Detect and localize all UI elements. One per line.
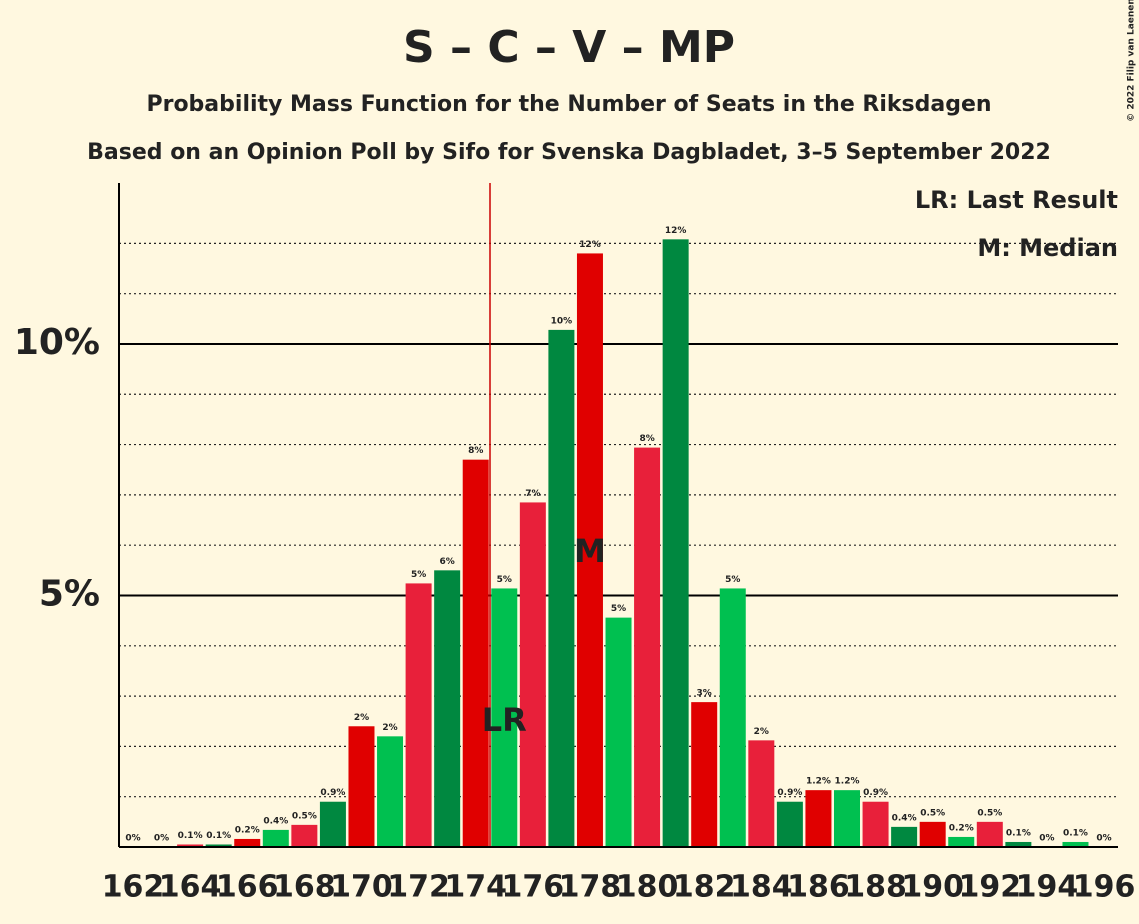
bar — [177, 844, 204, 847]
x-tick-label: 186 — [787, 870, 850, 905]
bar — [605, 617, 632, 847]
x-tick-label: 176 — [502, 870, 565, 905]
bar — [748, 740, 775, 847]
bar — [834, 790, 860, 847]
value-label: 0.9% — [777, 788, 802, 798]
x-tick-label: 180 — [616, 870, 679, 905]
bar — [919, 821, 946, 847]
value-label: 0.5% — [292, 811, 317, 821]
value-label: 1.2% — [806, 777, 831, 787]
x-tick-label: 170 — [330, 870, 393, 905]
x-tick-label: 184 — [730, 870, 793, 905]
bar — [948, 836, 975, 847]
value-label: 8% — [468, 446, 483, 456]
value-label: 0.2% — [235, 825, 260, 835]
subtitle: Probability Mass Function for the Number… — [146, 92, 991, 117]
value-label: 5% — [611, 604, 626, 614]
x-tick-label: 190 — [901, 870, 964, 905]
x-tick-label: 196 — [1073, 870, 1136, 905]
value-label: 0.4% — [892, 813, 917, 823]
bar — [234, 838, 261, 847]
value-label: 1.2% — [835, 777, 860, 787]
bar — [691, 702, 718, 847]
value-label: 8% — [639, 434, 654, 444]
value-label: 12% — [665, 226, 687, 236]
x-tick-label: 162 — [102, 870, 165, 905]
value-label: 10% — [551, 316, 573, 326]
subtitle: Based on an Opinion Poll by Sifo for Sve… — [87, 140, 1051, 165]
chart-title: S – C – V – MP — [403, 22, 735, 73]
bar — [576, 253, 603, 847]
bar — [776, 801, 803, 847]
bar — [434, 570, 461, 847]
copyright: © 2022 Filip van Laenen — [1127, 0, 1137, 122]
bar — [976, 821, 1003, 847]
value-label: 2% — [382, 723, 397, 733]
value-label: 0.5% — [920, 808, 945, 818]
value-label: 0% — [1096, 834, 1111, 844]
value-label: 0% — [1039, 834, 1054, 844]
value-label: 0.1% — [1063, 828, 1088, 838]
x-tick-label: 192 — [958, 870, 1021, 905]
bar — [1005, 841, 1032, 847]
x-tick-label: 164 — [159, 870, 222, 905]
value-label: 0.2% — [949, 823, 974, 833]
bar — [262, 829, 289, 847]
bar — [205, 844, 232, 847]
bar — [891, 826, 918, 847]
bar — [462, 459, 489, 847]
value-label: 0% — [154, 834, 169, 844]
x-tick-label: 178 — [559, 870, 622, 905]
value-label: 0% — [125, 834, 140, 844]
bar — [377, 736, 404, 847]
value-label: 2% — [754, 727, 769, 737]
x-tick-label: 166 — [216, 870, 279, 905]
bar — [291, 824, 318, 847]
value-label: 0.1% — [178, 831, 203, 841]
x-tick-label: 188 — [844, 870, 907, 905]
value-label: 6% — [440, 557, 455, 567]
value-label: 5% — [497, 575, 512, 585]
y-tick-label: 5% — [39, 573, 100, 614]
x-tick-label: 174 — [444, 870, 507, 905]
bar — [1062, 841, 1089, 847]
value-label: 2% — [354, 713, 369, 723]
bar — [548, 329, 575, 847]
bar — [634, 447, 661, 847]
value-label: 5% — [725, 575, 740, 585]
x-tick-label: 194 — [1016, 870, 1079, 905]
legend-entry: M: Median — [977, 234, 1118, 262]
bar — [348, 726, 375, 847]
bar — [662, 239, 689, 847]
value-label: 0.5% — [977, 808, 1002, 818]
value-label: 0.4% — [263, 816, 288, 826]
bar — [805, 790, 832, 847]
value-label: 3% — [697, 689, 712, 699]
bar — [519, 502, 546, 847]
y-tick-label: 10% — [14, 322, 100, 363]
x-tick-label: 182 — [673, 870, 736, 905]
value-label: 7% — [525, 489, 540, 499]
bar — [405, 583, 432, 847]
value-label: 0.9% — [863, 788, 888, 798]
value-label: 5% — [411, 570, 426, 580]
value-label: 0.1% — [1006, 828, 1031, 838]
value-label: 12% — [579, 240, 601, 250]
last-result-marker: LR — [482, 701, 527, 739]
bar — [319, 801, 346, 847]
value-label: 0.9% — [320, 788, 345, 798]
bar — [491, 588, 518, 847]
value-label: 0.1% — [206, 831, 231, 841]
x-tick-label: 172 — [387, 870, 450, 905]
bar — [862, 801, 889, 847]
x-tick-label: 168 — [273, 870, 336, 905]
bar — [719, 588, 746, 847]
median-marker: M — [574, 532, 606, 570]
legend-entry: LR: Last Result — [915, 186, 1118, 214]
